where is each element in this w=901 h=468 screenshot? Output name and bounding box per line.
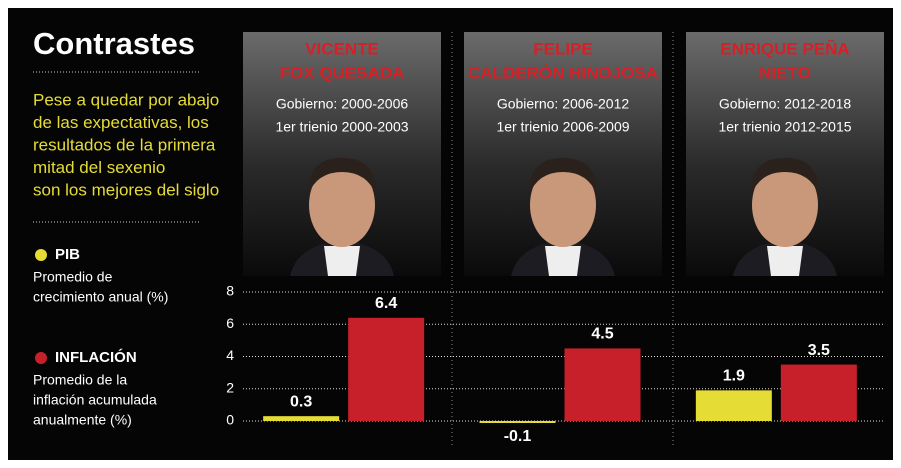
bar xyxy=(479,421,556,423)
portrait-shirt xyxy=(324,246,360,276)
intro-line: son los mejores del siglo xyxy=(33,180,219,199)
value-label: 6.4 xyxy=(375,295,397,312)
portrait-shirt xyxy=(545,246,581,276)
intro-line: Pese a quedar por abajo xyxy=(33,90,219,109)
y-tick-label: 6 xyxy=(226,315,234,331)
intro-line: mitad del sexenio xyxy=(33,158,165,177)
value-label: -0.1 xyxy=(504,428,532,445)
portrait-hair xyxy=(307,158,377,195)
portrait-face xyxy=(309,163,375,247)
intro-line: resultados de la primera xyxy=(33,135,216,154)
legend-description: inflación acumulada xyxy=(33,392,157,408)
y-tick-label: 4 xyxy=(226,347,234,363)
y-tick-label: 2 xyxy=(226,379,234,395)
government-period: Gobierno: 2000-2006 xyxy=(276,96,409,112)
portrait-hair xyxy=(750,158,820,195)
portrait-face xyxy=(530,163,596,247)
president-name: NIETO xyxy=(759,63,811,82)
legend-swatch xyxy=(35,249,47,261)
president-name: FOX QUESADA xyxy=(280,63,405,82)
legend-label: INFLACIÓN xyxy=(55,348,137,366)
president-name: FELIPE xyxy=(533,39,593,58)
trienio-period: 1er trienio 2000-2003 xyxy=(275,119,408,135)
value-label: 1.9 xyxy=(723,368,745,385)
bar xyxy=(348,317,425,421)
bar xyxy=(263,416,340,421)
portrait-hair xyxy=(528,158,598,195)
government-period: Gobierno: 2012-2018 xyxy=(719,96,852,112)
intro-line: de las expectativas, los xyxy=(33,113,209,132)
president-name: CALDERÓN HINOJOSA xyxy=(468,63,658,82)
legend-description: anualmente (%) xyxy=(33,412,132,428)
legend-description: Promedio de la xyxy=(33,372,127,388)
value-label: 4.5 xyxy=(591,326,613,343)
y-tick-label: 8 xyxy=(226,283,234,299)
bar xyxy=(780,364,857,421)
value-label: 3.5 xyxy=(808,342,830,359)
y-tick-label: 0 xyxy=(226,412,234,428)
government-period: Gobierno: 2006-2012 xyxy=(497,96,630,112)
portrait-shirt xyxy=(767,246,803,276)
trienio-period: 1er trienio 2012-2015 xyxy=(718,119,851,135)
president-name: ENRIQUE PEÑA xyxy=(720,38,849,58)
legend-description: Promedio de xyxy=(33,269,113,285)
portrait-face xyxy=(752,163,818,247)
legend-label: PIB xyxy=(55,246,80,263)
bar xyxy=(695,390,772,421)
president-name: VICENTE xyxy=(305,39,379,58)
bar xyxy=(564,348,641,421)
trienio-period: 1er trienio 2006-2009 xyxy=(496,119,629,135)
legend-swatch xyxy=(35,352,47,364)
legend-description: crecimiento anual (%) xyxy=(33,289,168,305)
title: Contrastes xyxy=(33,26,195,61)
value-label: 0.3 xyxy=(290,393,312,410)
